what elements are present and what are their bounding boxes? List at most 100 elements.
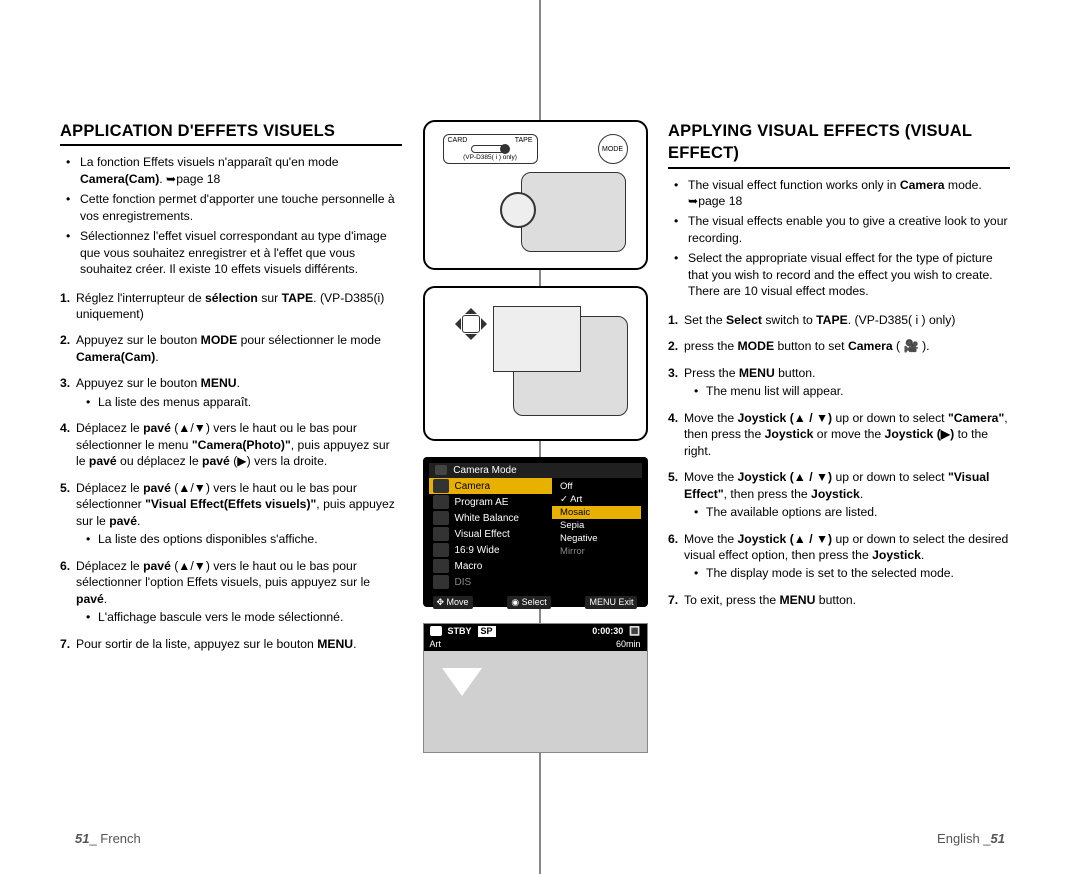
- osd-exit-hint: MENU Exit: [585, 596, 637, 609]
- step-number: 4.: [668, 410, 678, 426]
- osd-item-label: Visual Effect: [455, 529, 510, 540]
- french-title: APPLICATION D'EFFETS VISUELS: [60, 120, 402, 146]
- manual-page: APPLICATION D'EFFETS VISUELS La fonction…: [0, 0, 1080, 874]
- english-step: 4. Move the Joystick (▲ / ▼) up or down t…: [668, 410, 1010, 459]
- french-step: 2. Appuyez sur le bouton MODE pour sélect…: [60, 332, 402, 365]
- osd-item-icon: [433, 527, 449, 541]
- illus-camcorder-switch: CARD TAPE (VP-D385( i ) only) MODE: [423, 120, 648, 270]
- step-subpoint: The available options are listed.: [698, 504, 1010, 520]
- step-subpoints: The display mode is set to the selected …: [684, 565, 1010, 581]
- osd-menu-item-right: Off: [552, 480, 641, 493]
- lcd-art-triangle: [442, 668, 482, 696]
- osd-item-label: Camera: [455, 481, 491, 492]
- osd-menu-item-right: Mosaic: [552, 506, 641, 519]
- page-number-left: 51: [75, 831, 89, 846]
- osd-item-icon: [433, 575, 449, 589]
- osd-menu-item-left: 16:9 Wide: [429, 542, 553, 558]
- osd-menu-footer: ✥ Move ◉ Select MENU Exit: [429, 594, 642, 611]
- osd-menu: Camera Mode CameraProgram AEWhite Balanc…: [423, 457, 648, 607]
- french-step: 1.Réglez l'interrupteur de sélection sur…: [60, 290, 402, 323]
- step-number: 7.: [668, 592, 678, 608]
- french-step: 4.Déplacez le pavé (▲/▼) vers le haut ou…: [60, 420, 402, 469]
- english-bullet-item: The visual effect function works only in…: [680, 177, 1010, 210]
- step-number: 2.: [668, 338, 678, 354]
- step-number: 1.: [668, 312, 678, 328]
- english-step: 2. press the MODE button to set Camera ( …: [668, 338, 1010, 354]
- osd-item-label: DIS: [455, 577, 472, 588]
- step-subpoint: La liste des menus apparaît.: [90, 394, 402, 410]
- osd-item-label: White Balance: [455, 513, 519, 524]
- lcd-time: 0:00:30: [592, 626, 623, 637]
- osd-item-icon: [433, 495, 449, 509]
- step-text: Move the Joystick (▲ / ▼) up or down to …: [684, 411, 1008, 458]
- step-text: press the MODE button to set Camera ( 🎥 …: [684, 339, 930, 353]
- footer-lang-left: _ French: [89, 831, 140, 846]
- rec-icon: [430, 626, 442, 636]
- french-step: 3. Appuyez sur le bouton MENU. La liste de…: [60, 375, 402, 410]
- french-intro-bullets: La fonction Effets visuels n'apparaît qu…: [60, 154, 402, 281]
- content-columns: APPLICATION D'EFFETS VISUELS La fonction…: [60, 120, 1020, 840]
- lcd-sub-bar: Art 60min: [424, 639, 647, 651]
- step-text: To exit, press the MENU button.: [684, 593, 856, 607]
- page-number-right: 51: [991, 831, 1005, 846]
- step-text: Appuyez sur le bouton MODE pour sélectio…: [76, 333, 381, 363]
- english-column: APPLYING VISUAL EFFECTS (VISUAL EFFECT) …: [660, 120, 1010, 840]
- english-intro-bullets: The visual effect function works only in…: [668, 177, 1010, 304]
- switch-tape-label: TAPE: [515, 137, 533, 144]
- lcd-effect-tag: Art: [430, 639, 442, 649]
- step-subpoints: The available options are listed.: [684, 504, 1010, 520]
- lcd-sp: SP: [478, 626, 496, 637]
- english-step: 1. Set the Select switch to TAPE. (VP-D38…: [668, 312, 1010, 328]
- lcd-preview: STBY SP 0:00:30 🔳 Art 60min: [423, 623, 648, 753]
- french-step: 7.Pour sortir de la liste, appuyez sur l…: [60, 636, 402, 652]
- step-number: 3.: [668, 365, 678, 381]
- step-number: 3.: [60, 375, 70, 391]
- step-number: 5.: [668, 469, 678, 485]
- osd-menu-item-right: Mirror: [552, 545, 641, 558]
- french-step: 6.Déplacez le pavé (▲/▼) vers le haut ou…: [60, 558, 402, 626]
- osd-move-hint: ✥ Move: [433, 596, 473, 609]
- step-subpoints: L'affichage bascule vers le mode sélecti…: [76, 609, 402, 625]
- english-title: APPLYING VISUAL EFFECTS (VISUAL EFFECT): [668, 120, 1010, 169]
- osd-item-icon: [433, 543, 449, 557]
- step-text: Appuyez sur le bouton MENU.: [76, 376, 240, 390]
- step-text: Press the MENU button.: [684, 366, 815, 380]
- step-text: Déplacez le pavé (▲/▼) vers le haut ou l…: [76, 481, 395, 528]
- osd-menu-body: Camera Program AE White Balance Visual Effe…: [429, 478, 642, 590]
- osd-item-icon: [433, 559, 449, 573]
- tape-icon: 🔳: [629, 626, 640, 637]
- osd-menu-item-right: ✓ Art: [552, 493, 641, 506]
- mode-button: MODE: [598, 134, 628, 164]
- osd-item-label: Program AE: [455, 497, 509, 508]
- illustration-column: CARD TAPE (VP-D385( i ) only) MODE: [410, 120, 660, 840]
- step-number: 6.: [668, 531, 678, 547]
- english-bullet-item: Select the appropriate visual effect for…: [680, 250, 1010, 299]
- step-text: Move the Joystick (▲ / ▼) up or down to …: [684, 470, 989, 500]
- step-text: Move the Joystick (▲ / ▼) up or down to …: [684, 532, 1008, 562]
- osd-menu-item-right: Negative: [552, 532, 641, 545]
- switch-note: (VP-D385( i ) only): [448, 154, 533, 161]
- lcd-stby: STBY: [448, 626, 472, 637]
- lcd-top-bar: STBY SP 0:00:30 🔳: [424, 624, 647, 639]
- step-number: 5.: [60, 480, 70, 496]
- step-subpoints: La liste des options disponibles s'affic…: [76, 531, 402, 547]
- step-subpoints: The menu list will appear.: [684, 383, 1010, 399]
- step-text: Set the Select switch to TAPE. (VP-D385(…: [684, 313, 955, 327]
- card-tape-switch: CARD TAPE (VP-D385( i ) only): [443, 134, 538, 164]
- footer-left: 51_ French: [75, 831, 141, 846]
- english-bullet-item: The visual effects enable you to give a …: [680, 213, 1010, 246]
- camcorder-lens: [500, 192, 536, 228]
- footer-lang-right: English _: [937, 831, 990, 846]
- osd-menu-item-left: White Balance: [429, 510, 553, 526]
- step-text: Réglez l'interrupteur de sélection sur T…: [76, 291, 384, 321]
- osd-item-icon: [433, 511, 449, 525]
- osd-menu-item-left: Camera: [429, 478, 553, 494]
- camcorder-body: [521, 172, 626, 252]
- step-subpoints: La liste des menus apparaît.: [76, 394, 402, 410]
- step-number: 6.: [60, 558, 70, 574]
- step-number: 2.: [60, 332, 70, 348]
- osd-item-label: Macro: [455, 561, 483, 572]
- osd-item-icon: [433, 479, 449, 493]
- step-subpoint: La liste des options disponibles s'affic…: [90, 531, 402, 547]
- osd-select-hint: ◉ Select: [507, 596, 550, 609]
